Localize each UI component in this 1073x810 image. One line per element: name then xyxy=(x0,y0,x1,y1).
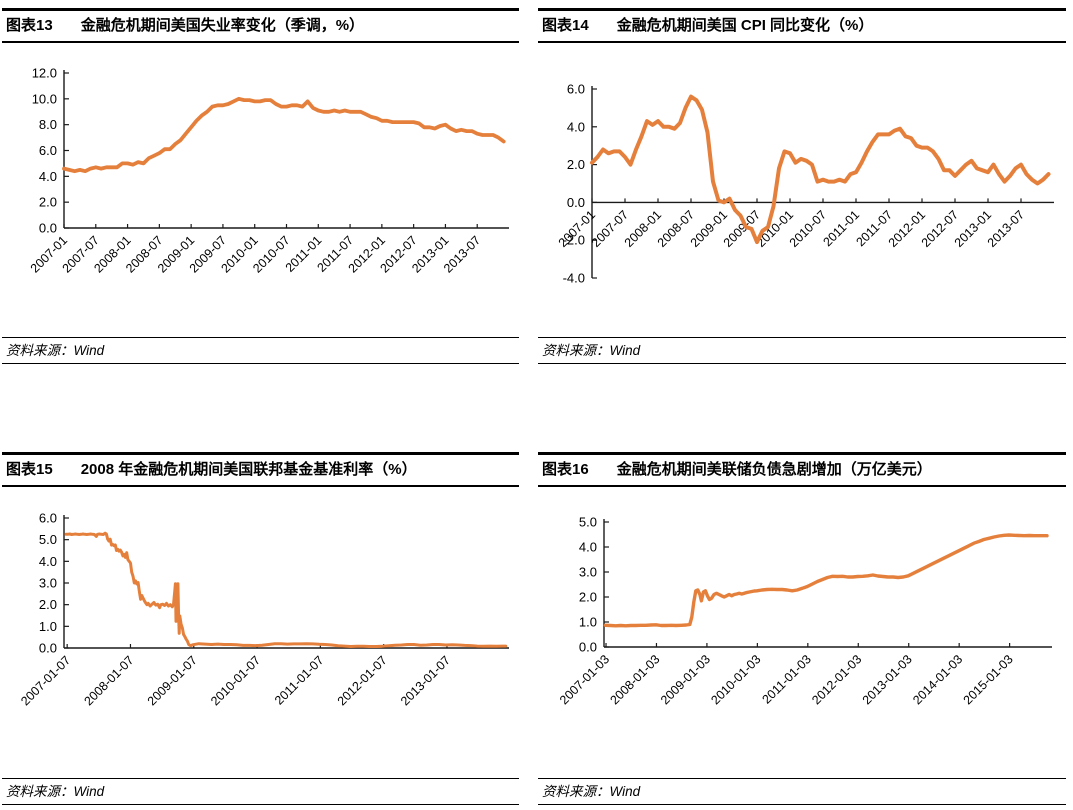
us-cpi-yoy-line xyxy=(590,94,1051,245)
x-tick-label: 2010-07 xyxy=(787,208,829,250)
x-tick-label: 2007-01-03 xyxy=(557,652,612,707)
x-tick-label: 2011-01-03 xyxy=(759,652,813,706)
y-tick-label: 1.0 xyxy=(579,615,597,630)
us-unemployment-rate-svg: 12.010.08.06.04.02.00.02007-012007-07200… xyxy=(28,66,509,276)
x-tick-label: 2009-01-07 xyxy=(145,653,200,708)
figure-panel-15: 图表15 2008 年金融危机期间美国联邦基金基准利率（%） 6.0 5.0 4.0 3… xyxy=(2,452,519,805)
figure-14-title: 图表14 金融危机期间美国 CPI 同比变化（%） xyxy=(538,8,1066,43)
y-tick-label: 4.0 xyxy=(567,119,585,134)
source-note: 资料来源：Wind xyxy=(2,778,519,805)
figure-15-tag: 图表15 xyxy=(6,461,53,478)
y-tick-label: 4.0 xyxy=(39,169,57,184)
x-tick-label: 2012-01-07 xyxy=(335,653,390,708)
us-unemployment-rate-line xyxy=(62,96,506,174)
x-tick-label: 2010-01-03 xyxy=(708,652,763,707)
figure-15-title: 图表15 2008 年金融危机期间美国联邦基金基准利率（%） xyxy=(2,452,519,487)
x-tick-label: 2012-01-03 xyxy=(809,652,864,707)
source-note: 资料来源：Wind xyxy=(538,337,1066,364)
y-tick-label: 12.0 xyxy=(32,66,57,81)
figure-13-title-text: 金融危机期间美国失业率变化（季调，%） xyxy=(80,17,365,34)
figure-14-tag: 图表14 xyxy=(542,17,589,34)
x-tick-label: 2011-01-07 xyxy=(272,653,326,707)
figure-panel-13: 图表13 金融危机期间美国失业率变化（季调，%） 12.0 10.0 8.0 6.0 4.… xyxy=(2,8,519,364)
y-tick-label: -4.0 xyxy=(563,271,585,286)
figure-16-title-text: 金融危机期间美联储负债急剧增加（万亿美元） xyxy=(616,461,932,478)
y-tick-label: 0.0 xyxy=(567,195,585,210)
source-note: 资料来源：Wind xyxy=(2,337,519,364)
figure-13-title: 图表13 金融危机期间美国失业率变化（季调，%） xyxy=(2,8,519,43)
y-tick-label: 6.0 xyxy=(567,82,585,97)
x-tick-label: 2013-01-07 xyxy=(398,653,453,708)
fed-liabilities-svg: 5.04.03.02.01.00.02007-01-032008-01-0320… xyxy=(557,515,1052,707)
y-tick-label: 0.0 xyxy=(39,221,57,236)
fed-funds-chart: 6.0 5.0 4.0 3.0 2.0 1.0 0.0 2007-01-07 2008-01-0… xyxy=(2,487,519,778)
unemployment-chart: 12.0 10.0 8.0 6.0 4.0 2.0 0.0 2007-01 2007-07 200… xyxy=(2,43,519,337)
y-tick-label: 10.0 xyxy=(32,91,57,106)
x-tick-label: 2013-07 xyxy=(985,208,1027,250)
y-tick-label: 1.0 xyxy=(39,619,57,634)
cpi-chart: 6.0 4.0 2.0 0.0 -2.0 -4.0 2007-01 2007-07 2008-0… xyxy=(538,43,1066,337)
figure-panel-16: 图表16 金融危机期间美联储负债急剧增加（万亿美元） 5.0 4.0 3.0 2.0 1.… xyxy=(538,452,1066,805)
y-tick-label: 5.0 xyxy=(579,515,597,530)
fed-liabilities-chart: 5.0 4.0 3.0 2.0 1.0 0.0 2007-01-03 2008-01-03 20… xyxy=(538,487,1066,778)
figure-16-tag: 图表16 xyxy=(542,461,589,478)
y-tick-label: 0.0 xyxy=(39,641,57,656)
y-tick-label: 0.0 xyxy=(579,640,597,655)
y-tick-label: 4.0 xyxy=(39,554,57,569)
y-tick-label: 3.0 xyxy=(579,565,597,580)
y-tick-label: 3.0 xyxy=(39,576,57,591)
y-tick-label: 4.0 xyxy=(579,540,597,555)
x-tick-label: 2008-01-07 xyxy=(81,653,136,708)
us-fed-funds-rate-line xyxy=(64,531,508,648)
figure-13-tag: 图表13 xyxy=(6,17,53,34)
x-tick-label: 2015-01-03 xyxy=(961,652,1016,707)
y-tick-label: 2.0 xyxy=(39,597,57,612)
y-tick-label: -2.0 xyxy=(563,233,585,248)
y-tick-label: 2.0 xyxy=(567,157,585,172)
source-note: 资料来源：Wind xyxy=(538,778,1066,805)
y-tick-label: 6.0 xyxy=(39,143,57,158)
y-tick-label: 2.0 xyxy=(579,590,597,605)
x-tick-label: 2009-01-03 xyxy=(658,652,713,707)
x-tick-label: 2010-01-07 xyxy=(208,653,263,708)
x-tick-label: 2007-01-07 xyxy=(18,653,73,708)
figure-14-title-text: 金融危机期间美国 CPI 同比变化（%） xyxy=(616,17,874,34)
figure-panel-14: 图表14 金融危机期间美国 CPI 同比变化（%） 6.0 4.0 2.0 0.0 -2.… xyxy=(538,8,1066,364)
fed-liabilities-line xyxy=(603,533,1049,628)
x-tick-label: 2008-01-03 xyxy=(607,652,662,707)
y-tick-label: 8.0 xyxy=(39,117,57,132)
x-tick-label: 2014-01-03 xyxy=(910,652,965,707)
figure-15-title-text: 2008 年金融危机期间美国联邦基金基准利率（%） xyxy=(80,461,417,478)
y-tick-label: 6.0 xyxy=(39,511,57,526)
figure-16-title: 图表16 金融危机期间美联储负债急剧增加（万亿美元） xyxy=(538,452,1066,487)
x-tick-label: 2013-01-03 xyxy=(860,652,915,707)
us-cpi-yoy-svg: 6.04.02.00.0-2.0-4.02007-012007-072008-0… xyxy=(556,82,1054,286)
y-tick-label: 5.0 xyxy=(39,532,57,547)
y-tick-label: 2.0 xyxy=(39,195,57,210)
